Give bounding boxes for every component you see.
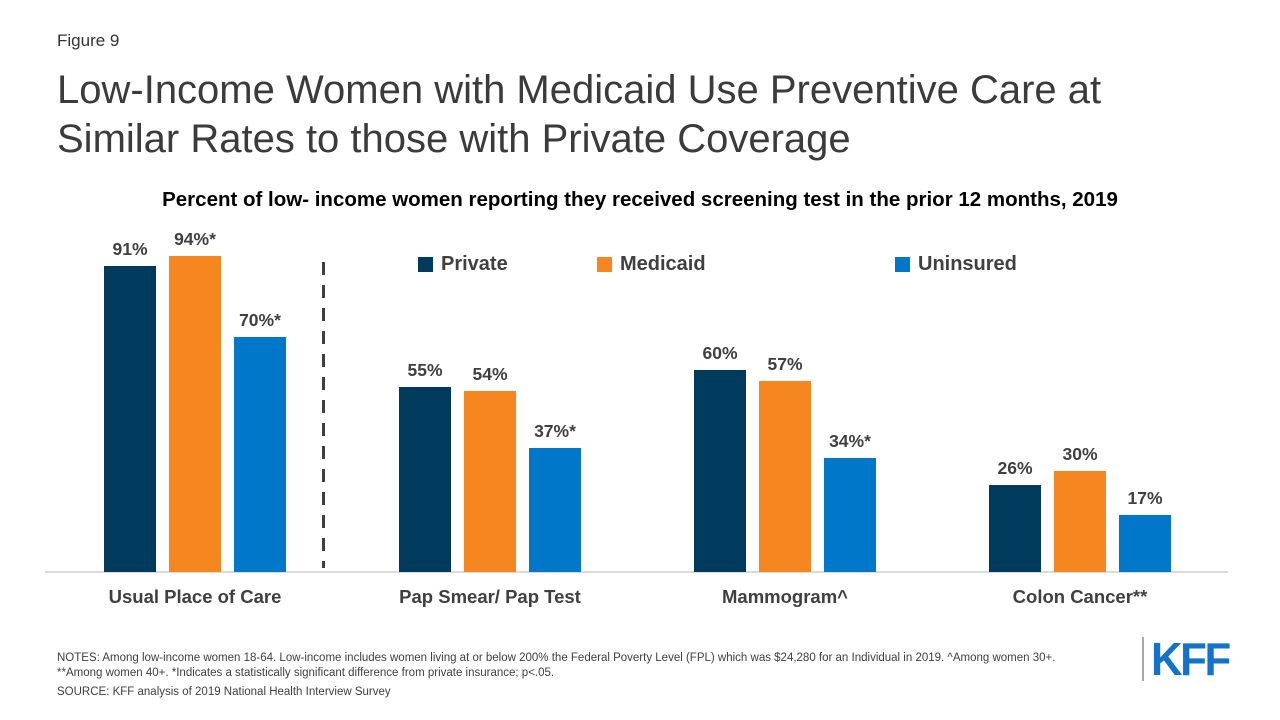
bar-uninsured-pap-smear-pap-test — [529, 447, 581, 572]
bar-value-label: 26% — [997, 457, 1033, 478]
bar-private-usual-place-of-care — [104, 266, 156, 572]
category-label-pap-smear-pap-test: Pap Smear/ Pap Test — [399, 586, 581, 607]
page-title-line2: Similar Rates to those with Private Cove… — [57, 117, 851, 161]
bar-group-pap-smear-pap-test: 55% 54% 37%* — [399, 360, 581, 572]
bar-column: 37%* — [529, 421, 581, 572]
legend-item-uninsured: Uninsured — [895, 253, 1017, 276]
legend-label-uninsured: Uninsured — [918, 253, 1017, 275]
bar-private-mammogram — [694, 370, 746, 572]
x-axis-baseline — [45, 571, 1228, 573]
legend-swatch-uninsured — [895, 257, 910, 272]
bar-group-colon-cancer: 26% 30% 17% — [989, 444, 1171, 572]
bar-private-pap-smear-pap-test — [399, 387, 451, 572]
bar-private-colon-cancer — [989, 484, 1041, 572]
bar-medicaid-colon-cancer — [1054, 471, 1106, 572]
page-title-line1: Low-Income Women with Medicaid Use Preve… — [57, 68, 1102, 112]
category-label-colon-cancer: Colon Cancer** — [1012, 586, 1148, 607]
legend-label-medicaid: Medicaid — [620, 253, 706, 275]
figure-label: Figure 9 — [57, 31, 120, 50]
bar-value-label: 30% — [1062, 444, 1098, 465]
bar-column: 94%* — [169, 229, 221, 572]
legend-item-private: Private — [418, 253, 508, 276]
bar-column: 17% — [1119, 488, 1171, 572]
kff-logo-bar — [1142, 637, 1144, 681]
bar-group-usual-place-of-care: 91% 94%* 70%* — [104, 229, 286, 572]
bar-value-label: 94%* — [174, 229, 216, 250]
bar-medicaid-usual-place-of-care — [169, 256, 221, 572]
dashed-separator — [322, 262, 325, 568]
bar-uninsured-mammogram — [824, 457, 876, 572]
bar-medicaid-mammogram — [759, 380, 811, 572]
bar-column: 30% — [1054, 444, 1106, 572]
bar-column: 70%* — [234, 310, 286, 572]
legend-swatch-private — [418, 257, 433, 272]
bar-column: 54% — [464, 364, 516, 572]
bar-value-label: 60% — [702, 343, 738, 364]
bar-value-label: 55% — [407, 360, 443, 381]
bar-value-label: 37%* — [534, 420, 576, 441]
legend-label-private: Private — [441, 253, 508, 275]
notes-line1: NOTES: Among low-income women 18-64. Low… — [57, 652, 1056, 664]
chart-subtitle: Percent of low- income women reporting t… — [162, 188, 1118, 211]
bar-uninsured-colon-cancer — [1119, 514, 1171, 572]
bar-group-mammogram: 60% 57% 34%* — [694, 343, 876, 572]
bar-column: 26% — [989, 458, 1041, 572]
bar-value-label: 34%* — [829, 430, 871, 451]
page-title: Low-Income Women with Medicaid Use Preve… — [57, 66, 1101, 164]
bar-column: 91% — [104, 239, 156, 572]
bar-value-label: 70%* — [239, 309, 281, 330]
bar-value-label: 54% — [472, 363, 508, 384]
bar-column: 57% — [759, 353, 811, 572]
source-line: SOURCE: KFF analysis of 2019 National He… — [57, 686, 391, 698]
category-label-usual-place-of-care: Usual Place of Care — [108, 586, 282, 607]
kff-logo-text: KFF — [1151, 633, 1231, 685]
bar-value-label: 17% — [1127, 487, 1163, 508]
bar-column: 34%* — [824, 431, 876, 572]
category-label-mammogram: Mammogram^ — [722, 586, 848, 607]
bar-uninsured-usual-place-of-care — [234, 336, 286, 572]
bar-value-label: 91% — [112, 239, 148, 260]
bar-column: 60% — [694, 343, 746, 572]
bar-medicaid-pap-smear-pap-test — [464, 390, 516, 572]
bar-value-label: 57% — [767, 353, 803, 374]
bar-column: 55% — [399, 360, 451, 572]
legend-swatch-medicaid — [597, 257, 612, 272]
legend-item-medicaid: Medicaid — [597, 253, 706, 276]
notes-line2: **Among women 40+. *Indicates a statisti… — [57, 667, 555, 679]
kff-logo: KFF — [1142, 633, 1233, 685]
chart-notes: NOTES: Among low-income women 18-64. Low… — [57, 651, 1142, 700]
